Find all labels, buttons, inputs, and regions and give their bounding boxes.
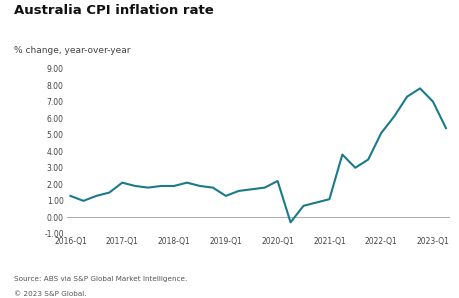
Text: © 2023 S&P Global.: © 2023 S&P Global. bbox=[14, 291, 86, 297]
Text: Australia CPI inflation rate: Australia CPI inflation rate bbox=[14, 4, 213, 18]
Text: % change, year-over-year: % change, year-over-year bbox=[14, 46, 130, 55]
Text: Source: ABS via S&P Global Market Intelligence.: Source: ABS via S&P Global Market Intell… bbox=[14, 276, 187, 282]
